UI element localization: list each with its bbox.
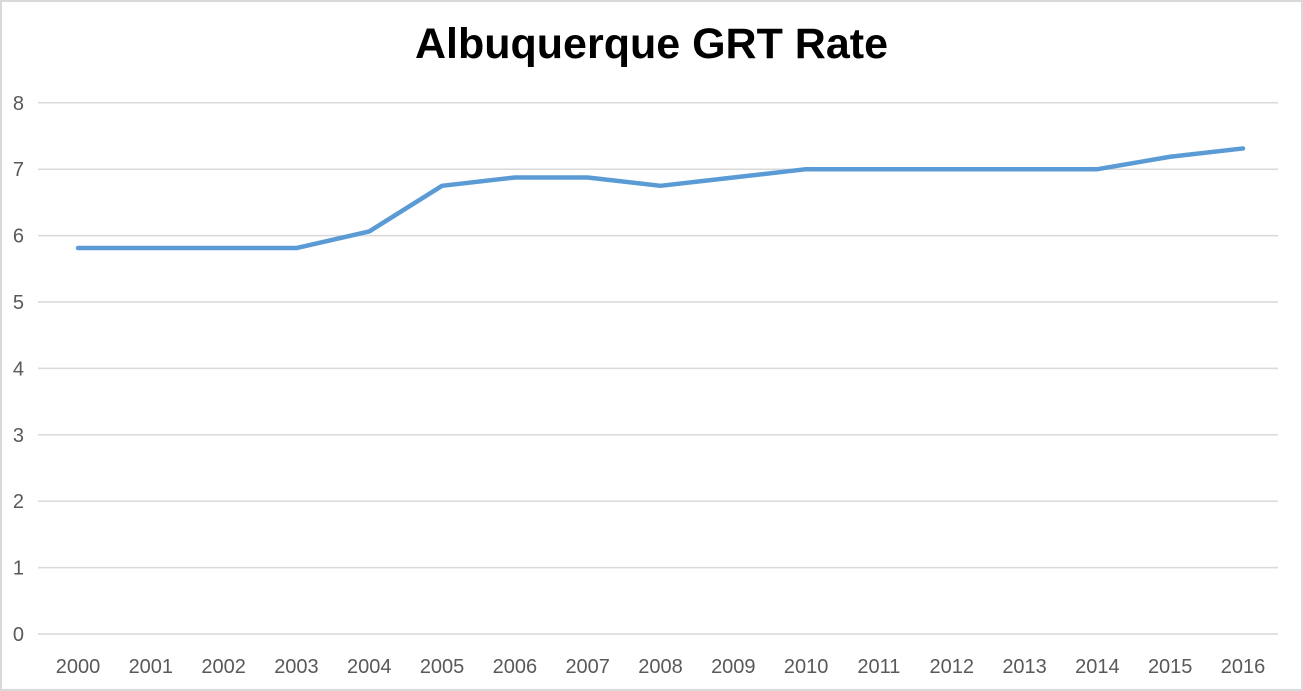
x-axis-tick-label: 2008 <box>638 656 683 678</box>
y-axis-tick-label: 1 <box>13 558 24 580</box>
y-axis-tick-label: 4 <box>13 358 24 380</box>
x-axis-tick-label: 2013 <box>1002 656 1047 678</box>
chart-title: Albuquerque GRT Rate <box>414 20 889 68</box>
x-axis-tick-label: 2000 <box>56 656 101 678</box>
x-axis-tick-label: 2014 <box>1075 656 1120 678</box>
y-axis-tick-label: 8 <box>13 93 24 115</box>
y-axis-tick-label: 3 <box>13 425 24 447</box>
x-axis-tick-label: 2010 <box>784 656 829 678</box>
y-axis-tick-label: 5 <box>13 292 24 314</box>
x-axis-tick-label: 2009 <box>711 656 756 678</box>
x-axis-tick-label: 2003 <box>274 656 319 678</box>
x-axis-tick-label: 2011 <box>857 656 900 678</box>
series-line-grt-rate <box>75 146 1246 251</box>
y-axis-tick-label: 2 <box>13 491 24 513</box>
x-axis-tick-label: 2006 <box>493 656 538 678</box>
y-axis-tick-label: 7 <box>13 159 24 181</box>
x-axis-tick-label: 2012 <box>930 656 975 678</box>
x-axis-tick-label: 2007 <box>565 656 610 678</box>
x-axis-tick-label: 2004 <box>347 656 392 678</box>
x-axis-tick-label: 2001 <box>129 656 174 678</box>
y-axis-tick-label: 6 <box>13 226 24 248</box>
x-axis-tick-label: 2002 <box>201 656 246 678</box>
x-axis-tick-label: 2016 <box>1221 656 1266 678</box>
x-axis-tick-label: 2015 <box>1148 656 1193 678</box>
x-axis-tick-label: 2005 <box>420 656 465 678</box>
y-axis-tick-label: 0 <box>13 624 24 646</box>
